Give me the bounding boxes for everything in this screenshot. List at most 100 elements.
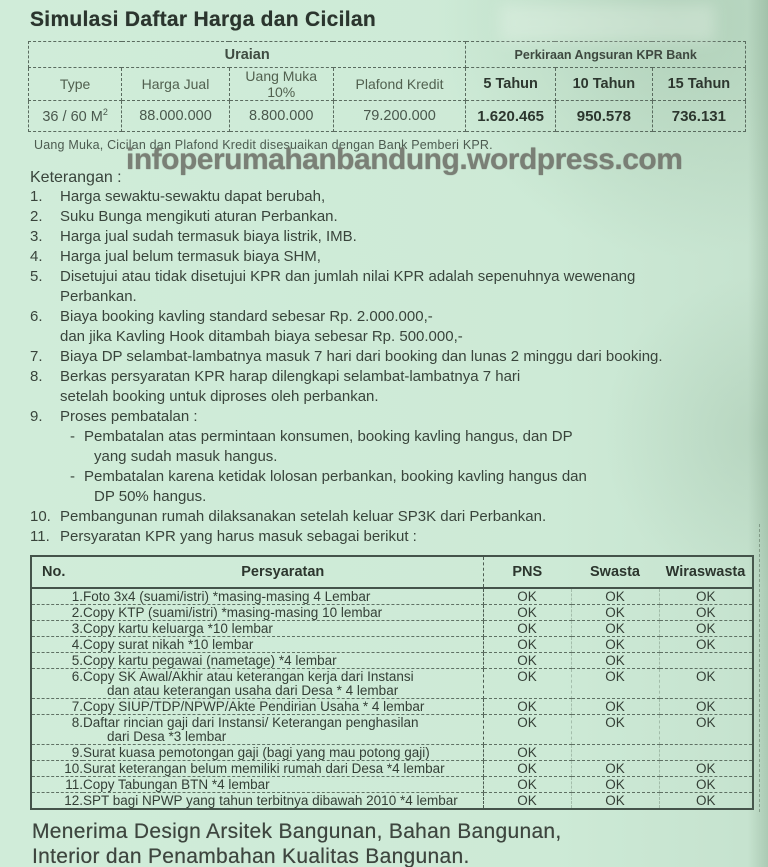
- group-header-angsuran: Perkiraan Angsuran KPR Bank: [465, 41, 746, 68]
- requirement-number: 6.: [31, 668, 83, 699]
- keterangan-sub-line: Pembatalan atas permintaan konsumen, boo…: [84, 428, 573, 445]
- requirement-text-line: Copy KTP (suami/istri) *masing-masing 10…: [83, 604, 383, 620]
- requirement-text-line: Daftar rincian gaji dari Instansi/ Keter…: [83, 714, 419, 730]
- cell-plafond-kredit: 79.200.000: [332, 100, 467, 132]
- requirement-text-line: Surat kuasa pemotongan gaji (bagi yang m…: [83, 744, 430, 760]
- pns-status: OK: [483, 636, 572, 653]
- keterangan-item-body: Disetujui atau tidak disetujui KPR dan j…: [60, 267, 768, 307]
- requirement-text: Copy KTP (suami/istri) *masing-masing 10…: [83, 604, 484, 621]
- wiraswasta-status: OK: [659, 620, 753, 637]
- cell-angsuran-10: 950.578: [554, 100, 653, 132]
- keterangan-item-line: Pembangunan rumah dilaksanakan setelah k…: [60, 508, 547, 525]
- requirement-text: Copy kartu pegawai (nametage) *4 lembar: [83, 652, 484, 669]
- requirement-text: Foto 3x4 (suami/istri) *masing-masing 4 …: [83, 588, 484, 605]
- requirement-text-line: Copy SIUP/TDP/NPWP/Akte Pendirian Usaha …: [83, 698, 425, 714]
- keterangan-item-number: 2.: [30, 208, 43, 225]
- keterangan-item-number: 1.: [30, 188, 43, 205]
- keterangan-item-number: 8.: [30, 368, 43, 385]
- wiraswasta-status: [659, 652, 753, 669]
- wiraswasta-status: OK: [659, 714, 753, 745]
- requirement-row: 7. Copy SIUP/TDP/NPWP/Akte Pendirian Usah…: [31, 698, 753, 715]
- keterangan-item-body: Biaya DP selambat-lambatnya masuk 7 hari…: [60, 347, 768, 367]
- keterangan-item-line: Harga jual belum termasuk biaya SHM,: [60, 248, 321, 265]
- requirement-number: 12.: [31, 792, 83, 810]
- requirement-row: 11. Copy Tabungan BTN *4 lembar OK OK OK: [31, 776, 753, 793]
- swasta-status: [571, 744, 660, 761]
- keterangan-sub-line: DP 50% hangus.: [94, 488, 207, 505]
- requirement-row: 6. Copy SK Awal/Akhir atau keterangan ker…: [31, 668, 753, 699]
- keterangan-item-body: Persyaratan KPR yang harus masuk sebagai…: [60, 527, 768, 547]
- keterangan-item: 8. Berkas persyaratan KPR harap dilengkap…: [30, 367, 768, 407]
- keterangan-item-line: Biaya booking kavling standard sebesar R…: [60, 308, 433, 325]
- keterangan-item-line: Suku Bunga mengikuti aturan Perbankan.: [60, 208, 338, 225]
- requirement-row: 12. SPT bagi NPWP yang tahun terbitnya di…: [31, 792, 753, 810]
- header-wiraswasta: Wiraswasta: [659, 556, 753, 589]
- requirement-text-line: Surat keterangan belum memiliki rumah da…: [83, 760, 445, 776]
- cell-angsuran-15: 736.131: [651, 100, 747, 132]
- keterangan-item-line: Harga jual sudah termasuk biaya listrik,…: [60, 228, 357, 245]
- footer-text: Menerima Design Arsitek Bangunan, Bahan …: [32, 819, 768, 867]
- col-10-tahun: 10 Tahun: [554, 67, 653, 101]
- pns-status: OK: [483, 620, 572, 637]
- keterangan-item-number: 7.: [30, 348, 43, 365]
- keterangan-sub-line: yang sudah masuk hangus.: [94, 448, 278, 465]
- pns-status: OK: [483, 588, 572, 605]
- requirement-number: 10.: [31, 760, 83, 777]
- col-type: Type: [27, 67, 123, 101]
- wiraswasta-status: OK: [659, 636, 753, 653]
- keterangan-sub-line: Pembatalan karena ketidak lolosan perban…: [84, 468, 587, 485]
- swasta-status: OK: [571, 698, 660, 715]
- wiraswasta-status: OK: [659, 776, 753, 793]
- requirement-text-line: Copy Tabungan BTN *4 lembar: [83, 776, 270, 792]
- wiraswasta-status: OK: [659, 698, 753, 715]
- cell-angsuran-5: 1.620.465: [465, 100, 556, 132]
- requirement-number: 2.: [31, 604, 83, 621]
- requirement-number: 7.: [31, 698, 83, 715]
- group-header-uraian: Uraian: [27, 41, 467, 68]
- col-5-tahun: 5 Tahun: [465, 67, 556, 101]
- pns-status: OK: [483, 698, 572, 715]
- pns-status: OK: [483, 792, 572, 810]
- header-no: No.: [31, 556, 83, 589]
- requirement-number: 8.: [31, 714, 83, 745]
- keterangan-item: 11. Persyaratan KPR yang harus masuk seba…: [30, 527, 768, 547]
- swasta-status: OK: [571, 588, 660, 605]
- keterangan-item-line: Perbankan.: [60, 288, 137, 305]
- keterangan-item: 4. Harga jual belum termasuk biaya SHM,: [30, 247, 768, 267]
- swasta-status: OK: [571, 760, 660, 777]
- scan-edge-line: [759, 524, 760, 812]
- keterangan-item-line: Persyaratan KPR yang harus masuk sebagai…: [60, 528, 417, 545]
- keterangan-item: 9. Proses pembatalan : - Pembatalan atas pe…: [30, 407, 768, 507]
- requirement-row: 2. Copy KTP (suami/istri) *masing-masing …: [31, 604, 753, 621]
- wiraswasta-status: [659, 744, 753, 761]
- swasta-status: OK: [571, 668, 660, 699]
- keterangan-item: 5. Disetujui atau tidak disetujui KPR dan…: [30, 267, 768, 307]
- col-uang-muka: Uang Muka 10%: [228, 67, 334, 101]
- requirement-text-line: Copy kartu keluarga *10 lembar: [83, 620, 273, 636]
- swasta-status: OK: [571, 620, 660, 637]
- keterangan-sub-body: Pembatalan atas permintaan konsumen, boo…: [84, 427, 573, 467]
- header-pns: PNS: [483, 556, 571, 589]
- keterangan-sub-item: - Pembatalan karena ketidak lolosan perba…: [60, 467, 768, 507]
- swasta-status: OK: [571, 604, 660, 621]
- footer-line-2: Interior dan Penambahan Kualitas Banguna…: [32, 845, 470, 867]
- keterangan-item: 7. Biaya DP selambat-lambatnya masuk 7 ha…: [30, 347, 768, 367]
- watermark-url: infoperumahanbandung.wordpress.com: [126, 143, 683, 176]
- requirement-text: Copy SK Awal/Akhir atau keterangan kerja…: [83, 668, 484, 699]
- pns-status: OK: [483, 760, 572, 777]
- keterangan-item-number: 9.: [30, 408, 43, 425]
- requirement-row: 8. Daftar rincian gaji dari Instansi/ Ket…: [31, 714, 753, 745]
- swasta-status: OK: [571, 792, 660, 810]
- requirement-text-line: Copy surat nikah *10 lembar: [83, 636, 254, 652]
- keterangan-item: 1. Harga sewaktu-sewaktu dapat berubah,: [30, 187, 768, 207]
- requirement-text: Copy surat nikah *10 lembar: [83, 636, 484, 653]
- document-title: Simulasi Daftar Harga dan Cicilan: [30, 8, 377, 31]
- swasta-status: OK: [571, 652, 660, 669]
- pns-status: OK: [483, 668, 572, 699]
- pns-status: OK: [483, 714, 572, 745]
- requirement-text: Daftar rincian gaji dari Instansi/ Keter…: [83, 714, 484, 745]
- keterangan-item-body: Harga jual sudah termasuk biaya listrik,…: [60, 227, 768, 247]
- header-swasta: Swasta: [571, 556, 659, 589]
- swasta-status: OK: [571, 636, 660, 653]
- pns-status: OK: [483, 776, 572, 793]
